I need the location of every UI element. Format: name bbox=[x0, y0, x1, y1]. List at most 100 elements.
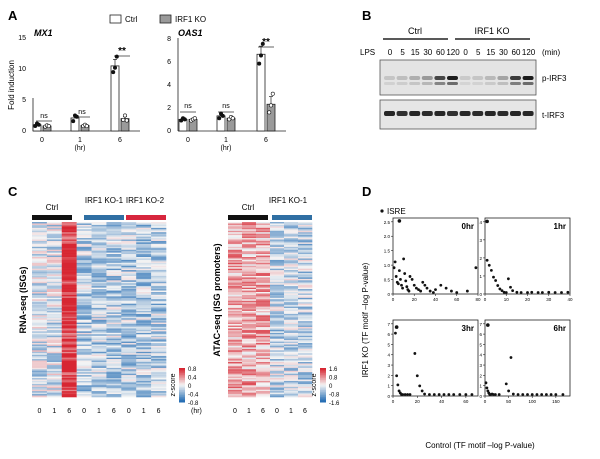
heat-cell bbox=[256, 278, 271, 281]
heat-cell bbox=[242, 232, 257, 234]
heat-cell bbox=[61, 265, 77, 268]
heat-cell bbox=[46, 278, 63, 281]
heat-cell bbox=[46, 292, 63, 294]
heat-cell bbox=[228, 363, 243, 366]
heat-cell bbox=[121, 242, 137, 245]
heat-cell bbox=[298, 383, 313, 386]
heat-cell bbox=[270, 343, 285, 345]
heat-cell bbox=[228, 345, 243, 348]
heat-cell bbox=[121, 258, 137, 261]
heat-cell bbox=[46, 287, 63, 290]
heat-cell bbox=[136, 332, 152, 335]
heat-cell bbox=[61, 357, 77, 360]
heat-cell bbox=[284, 309, 299, 312]
heat-cell bbox=[151, 351, 167, 354]
ns-oas1-1: ns bbox=[222, 103, 230, 110]
legend-swatch-ko bbox=[159, 14, 172, 24]
heat-cell bbox=[121, 366, 137, 369]
scatter-title: 3hr bbox=[462, 324, 474, 333]
heat-cell bbox=[151, 394, 167, 396]
heat-cell bbox=[32, 308, 48, 310]
heat-cell bbox=[91, 271, 107, 274]
heat-cell bbox=[242, 356, 257, 358]
scatter-point bbox=[407, 289, 411, 293]
heat-cell bbox=[298, 375, 313, 377]
heat-cell bbox=[91, 366, 107, 369]
heat-cell bbox=[61, 341, 77, 344]
heat-cell bbox=[151, 262, 167, 265]
heat-cell bbox=[270, 382, 285, 385]
colorbar-step bbox=[179, 385, 185, 388]
heat-cell bbox=[270, 280, 285, 283]
heat-cell bbox=[76, 395, 92, 398]
heat-cell bbox=[61, 305, 77, 307]
heat-cell bbox=[298, 328, 313, 331]
heat-cell bbox=[228, 226, 243, 229]
heat-cell bbox=[46, 392, 63, 395]
scatter-point bbox=[442, 393, 446, 396]
heat-cell bbox=[284, 238, 299, 240]
x-tick-oas1-6: 6 bbox=[264, 137, 268, 144]
heat-cell bbox=[121, 335, 137, 338]
data-point bbox=[113, 65, 118, 70]
heat-cell bbox=[242, 370, 257, 373]
heat-cell bbox=[284, 334, 299, 337]
heat-cell bbox=[76, 286, 92, 288]
heat-cell bbox=[136, 303, 152, 306]
heat-cell bbox=[46, 273, 63, 275]
heat-cell bbox=[298, 227, 313, 230]
heat-cell bbox=[32, 318, 48, 321]
heat-cell bbox=[32, 340, 48, 342]
heat-cell bbox=[270, 252, 285, 255]
heat-cell bbox=[151, 230, 167, 233]
heat-cell bbox=[256, 382, 271, 385]
heat-cell bbox=[91, 370, 107, 373]
heat-cell bbox=[32, 264, 48, 267]
heat-cell bbox=[284, 312, 299, 315]
scatter-xtick: 60 bbox=[463, 399, 469, 404]
colorbar-atac: 1.60.80-0.8-1.6z-score bbox=[311, 367, 340, 407]
heat-cell bbox=[256, 354, 271, 357]
heat-cell bbox=[91, 321, 107, 323]
heat-cell bbox=[242, 337, 257, 339]
heat-cell bbox=[106, 385, 122, 388]
heat-cell bbox=[91, 281, 107, 284]
heat-cell bbox=[136, 385, 152, 388]
heat-cell bbox=[106, 341, 122, 344]
heat-cell bbox=[46, 245, 63, 248]
heat-cell bbox=[228, 344, 243, 347]
heat-cell bbox=[106, 375, 122, 377]
heat-cell bbox=[76, 252, 92, 255]
group-label-ctrl: Ctrl bbox=[408, 26, 422, 36]
heat-cell bbox=[91, 259, 107, 262]
heat-cell bbox=[242, 303, 257, 306]
heat-cell bbox=[121, 277, 137, 280]
heat-cell bbox=[270, 249, 285, 252]
heat-cell bbox=[270, 380, 285, 383]
heat-cell bbox=[106, 223, 122, 226]
heat-cell bbox=[46, 299, 63, 302]
heat-cell bbox=[46, 340, 63, 342]
heat-cell bbox=[46, 369, 63, 372]
heat-cell bbox=[270, 245, 285, 248]
scatter-point bbox=[394, 331, 397, 335]
heat-cell bbox=[228, 324, 243, 326]
heat-cell bbox=[284, 255, 299, 258]
heat-cell bbox=[298, 246, 313, 249]
heat-cell bbox=[46, 380, 63, 383]
heat-cell bbox=[46, 337, 63, 339]
heat-cell bbox=[284, 325, 299, 328]
heat-cell bbox=[136, 313, 152, 316]
heat-cell bbox=[298, 252, 313, 255]
data-point bbox=[114, 54, 119, 59]
scatter-xtick: 60 bbox=[454, 297, 460, 302]
c-right-ylabel: ATAC-seq (ISG promoters) bbox=[212, 243, 222, 356]
heat-cell bbox=[270, 264, 285, 267]
scatter-point bbox=[396, 282, 400, 286]
heat-cell bbox=[228, 341, 243, 344]
heat-cell bbox=[270, 356, 285, 358]
scatter-point bbox=[544, 393, 548, 396]
scatter-ytick: 1.0 bbox=[384, 263, 391, 268]
heat-cell bbox=[91, 329, 107, 332]
heat-cell bbox=[228, 353, 243, 356]
